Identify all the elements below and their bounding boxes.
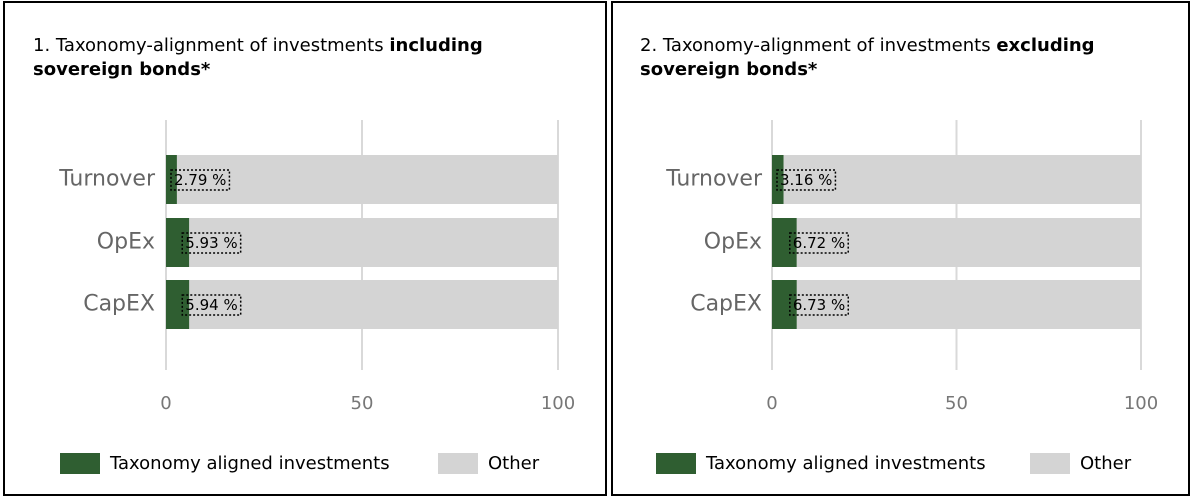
y-tick-label: CapEX xyxy=(690,292,762,317)
x-tick-label: 100 xyxy=(541,393,575,414)
data-label: 2.79 % xyxy=(174,171,226,189)
bar-segment xyxy=(166,218,190,267)
x-tick-label: 50 xyxy=(351,393,374,414)
data-label-box xyxy=(776,169,837,191)
x-tick-label: 50 xyxy=(945,393,968,414)
y-tick-label: Turnover xyxy=(58,167,156,192)
data-label-box xyxy=(789,232,849,254)
title-text: 2. Taxonomy-alignment of investments xyxy=(640,35,991,56)
bar-segment xyxy=(189,280,559,329)
bar-segment xyxy=(796,218,1141,267)
y-tick-label: OpEx xyxy=(97,230,155,255)
bar-segment xyxy=(189,218,558,267)
data-label-box xyxy=(170,169,231,191)
legend-label: Other xyxy=(488,453,540,474)
bar-segment xyxy=(166,280,190,329)
data-label-box xyxy=(181,294,242,316)
data-label: 5.93 % xyxy=(185,234,237,252)
data-label: 6.73 % xyxy=(793,296,845,314)
legend-label: Other xyxy=(1080,453,1132,474)
y-tick-label: OpEx xyxy=(704,230,762,255)
chart-title: 2. Taxonomy-alignment of investments exc… xyxy=(640,34,1140,82)
data-label: 5.94 % xyxy=(185,296,237,314)
legend-swatch xyxy=(1030,453,1070,474)
bar-segment xyxy=(772,155,784,204)
legend-swatch xyxy=(656,453,696,474)
data-label-box xyxy=(181,232,242,254)
bar-segment xyxy=(166,155,177,204)
title-emphasis: excluding sovereign bonds* xyxy=(640,35,1095,80)
x-tick-label: 0 xyxy=(766,393,777,414)
x-tick-label: 100 xyxy=(1124,393,1158,414)
data-label: 6.72 % xyxy=(793,234,845,252)
y-tick-label: Turnover xyxy=(665,167,763,192)
bar-segment xyxy=(796,280,1141,329)
title-emphasis: including sovereign bonds* xyxy=(33,35,483,80)
bar-segment xyxy=(772,280,797,329)
data-label-box xyxy=(789,294,850,316)
y-tick-label: CapEX xyxy=(83,292,155,317)
bar-segment xyxy=(783,155,1141,204)
chart-title: 1. Taxonomy-alignment of investments inc… xyxy=(33,34,533,82)
bar-segment xyxy=(176,155,558,204)
title-text: 1. Taxonomy-alignment of investments xyxy=(33,35,384,56)
panel-border xyxy=(611,1,1190,496)
panel-border xyxy=(3,1,607,496)
legend-label: Taxonomy aligned investments xyxy=(705,453,986,474)
legend-label: Taxonomy aligned investments xyxy=(109,453,390,474)
legend-swatch xyxy=(60,453,100,474)
x-tick-label: 0 xyxy=(160,393,171,414)
legend-swatch xyxy=(438,453,478,474)
data-label: 3.16 % xyxy=(780,171,832,189)
bar-segment xyxy=(772,218,797,267)
